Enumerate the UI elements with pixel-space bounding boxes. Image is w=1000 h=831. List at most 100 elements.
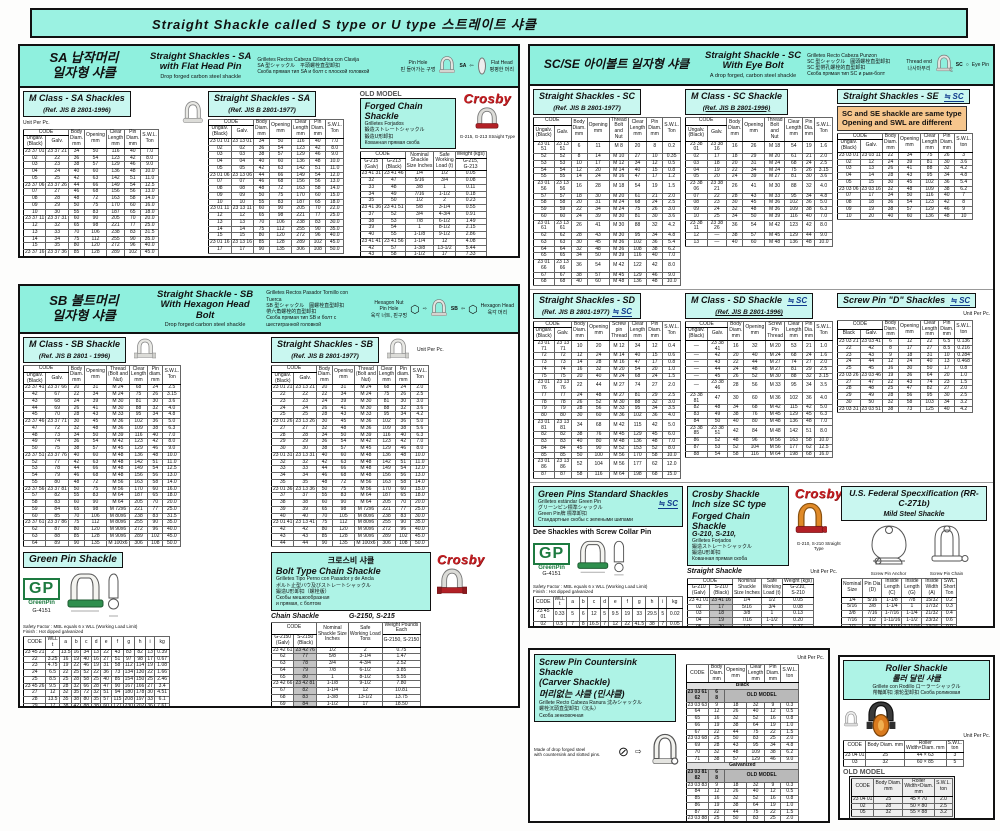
flat-head-pin-icon (477, 57, 486, 75)
shackle-icon (439, 56, 456, 73)
greenpin-model: G-4151 (542, 570, 561, 577)
page-title: Straight Shackle called S type or U type… (152, 16, 537, 32)
arrow-icon: ⇨ (422, 306, 427, 312)
sc-straight-block: Straight Shackles - SC (Ref. JIS B 2801-… (533, 89, 682, 287)
old-model-label: OLD MODEL (843, 768, 885, 776)
sb-greenpin-table: CODE WLL t a b c d e f g h i kg 23 45 21 2 13.5 16 34 13 22… (22, 636, 171, 706)
carver-shackle-drawing (652, 733, 678, 765)
orange-shackle-photo (795, 502, 827, 533)
countersunk-pin-icon: ⊘ (618, 743, 629, 759)
sd-label: Straight Shackles - SD (Ref. JIS B 2801-… (533, 293, 642, 319)
sc-straight-label: Straight Shackles - SC (Ref. JIS B 2801-… (533, 89, 642, 115)
sd-mclass-block: M Class - SD Shackle ≒ SC (Ref. JIS B 28… (685, 293, 834, 459)
sa-forged-box: Forged Chain Shackle Grilletes Forjados 鍛… (359, 98, 456, 149)
us-federal-label: U.S. Federal Specxification (RR-C-271b) … (841, 485, 987, 522)
section-carver: Screw Pin Countersink Shackle (Carver Sh… (528, 648, 830, 823)
carver-made-note: Made of drop forged steel with countersin… (534, 746, 601, 757)
carver-table: CODE Body Diam. mm Opening mm Clear Length mm Pin… (685, 663, 800, 821)
crosby-logo: Crosby (794, 485, 843, 501)
sc-straight-table: CODE Body Diam. mm Opening mm Thread Bolt and Nu… (533, 116, 682, 287)
sc-subtitle: Straight Shackle - SC With Eye Bolt A dro… (705, 50, 802, 79)
sb-left-column: M Class - SB Shackle (Ref. JIS B 2801 - … (22, 337, 267, 706)
sb-mclass-table: CODE Body Diam. mm Opening mm Thread (Bolt and N… (22, 364, 182, 548)
bolt-type-box: 크로스비 샤클 Bolt Type Chain Shackle Grillete… (271, 552, 431, 611)
sb-chain-table: CODE Nominal Shackle Size Inches Safe Working… (270, 621, 422, 706)
crosby-shackle-photo (476, 107, 499, 129)
shackle-icon (431, 299, 447, 316)
greenpin-logo: GP GreenPin G-4151 (23, 578, 61, 615)
chain-shackle-label: Chain Shackle (271, 612, 319, 620)
sc-header: SC/SE 아이볼트 일자형 샤클 Straight Shackle - SC W… (530, 46, 993, 86)
sb-header: SB 볼트머리 일자형 샤클 Straight Shackle - SB With … (20, 286, 518, 334)
eye-pin-icon: ○ (965, 62, 969, 68)
sc-pin-diagram: Thread end 나사마무리 SC ○ Eye Pin (906, 53, 989, 77)
screw-pin-d-block: Screw Pin "D" Shackles ≒ SC Unit Per Pc.… (837, 293, 990, 414)
crosby-logo: Crosby (437, 552, 485, 568)
sa-crosby-table: CODE Nominal Shackle Size Inches Safe Working… (359, 150, 487, 256)
se-block: Straight Shackles - SE ≒ SC SC and SE sh… (837, 89, 990, 221)
sa-title: SA 납작머리 일자형 샤클 (49, 50, 119, 80)
se-note: SC and SE shackle are same type Opening a… (837, 105, 967, 131)
greenpin-standard-table: CODE WLL t a b c d e f g h i kg 23 45 01 0.33 5 6 12 5 9.5 1… (533, 595, 683, 626)
screw-pin-d-table: CODE Body Diam. mm Opening mm Clear Length mm Pin… (837, 319, 974, 414)
se-table: CODE Body Diam. mm Opening mm Clear Length mm Pin… (837, 132, 974, 221)
crosby-g210-table: CODE Nominal Shackle Size Inches Safe Working… (686, 577, 815, 626)
roller-old-table: CODE Body Diam. mm Roller Width×Diam. mm S.W.L… (850, 777, 953, 817)
page-banner: Straight Shackle called S type or U type… (30, 8, 968, 38)
sb-gp-safety: Safety Factor : MBL equals 6 x WLL (Work… (23, 624, 138, 635)
sa-straight-label: Straight Shackles - SA (Ref. JIS B 2801-… (208, 91, 317, 117)
hexagon-head-icon: ⬡ (468, 303, 478, 316)
sa-mclass-label: M Class - SA Shackles (Ref. JIS B 2801-1… (23, 91, 131, 117)
dee-shackle-drawing (577, 540, 625, 575)
arrow-icon: ⇨ (634, 747, 642, 757)
sa-subtitle: Straight Shackles - SA with Flat Head Pin… (150, 51, 252, 80)
section-sb: SB 볼트머리 일자형 샤클 Straight Shackle - SB With … (18, 284, 520, 708)
screw-pin-anchor-drawing (870, 525, 907, 565)
sc-mclass-block: M Class - SC Shackle (Ref. JIS B 2801-19… (685, 89, 834, 247)
sb-mclass-label: M Class - SB Shackle (Ref. JIS B 2801 - … (23, 337, 127, 363)
sb-pin-diagram: Hexagon Nut Pin Hole 육각 너트, 핀구멍 ⬡ ⇨ SB ⇦ ⬡… (370, 299, 515, 319)
us-federal-block: U.S. Federal Specxification (RR-C-271b) … (840, 485, 990, 626)
section-sc-se: SC/SE 아이볼트 일자형 샤클 Straight Shackle - SC W… (528, 44, 995, 628)
sd-mclass-label: M Class - SD Shackle ≒ SC (Ref. JIS B 28… (685, 293, 814, 319)
arrow-icon: ⇦ (460, 306, 466, 312)
sa-languages: Grilletes Rectos Cabeza Cilindrica con C… (257, 56, 370, 76)
greenpin-standard-block: Green Pins Standard Shackles ≒ SC Grille… (533, 485, 683, 626)
roller-box: Roller Shackle 롤러 달린 샤클 Grillete con Rod… (843, 660, 990, 700)
sa-mclass-table: CODE Body Diam. mm Opening mm Clear Length mm Pin… (22, 128, 159, 256)
sa-straight-table: CODE Body Diam. mm Opening mm Clear Length mm Pin… (208, 118, 345, 254)
chain-model-label: G-2150, S-215 (348, 612, 395, 620)
sb-right-column: Straight Shackles - SB (Ref. JIS B 2801-… (270, 337, 515, 706)
sd-table: CODE Body Diam. mm Opening mm Screw pin Thread Cl… (532, 320, 682, 479)
sd-straight-block: Straight Shackles - SD (Ref. JIS B 2801-… (532, 293, 682, 479)
roller-shackle-photo (866, 700, 896, 737)
old-model-label: OLD MODEL (359, 91, 402, 98)
crosby-sc-block: Crosby Shackle Inch size SC type Forged … (686, 485, 842, 626)
screw-pin-chain-drawing (931, 525, 968, 563)
dee-shackles-label: Dee Shackles with Screw Collar Pin (533, 528, 652, 536)
greenpin-shackle-drawing (67, 573, 120, 617)
sa-header: SA 납작머리 일자형 샤클 Straight Shackles - SA with… (20, 46, 518, 88)
shackle-icon (935, 54, 953, 72)
sb-subtitle: Straight Shackle - SB With Hexagon Head B… (157, 288, 254, 329)
section-sa: SA 납작머리 일자형 샤클 Straight Shackles - SA with… (18, 44, 520, 258)
sa-pin-diagram: Pin Hole 핀 들어가는 구멍 SA ⇦ Flat Head 평평한 머리 (400, 55, 514, 77)
carver-right: Unit Per Pc. CODE Body Diam. mm Opening mm Cle… (685, 654, 824, 821)
sc-gp-safety: Safety Factor : MBL equals 6 x WLL (Work… (533, 583, 648, 594)
sc-title: SC/SE 아이볼트 일자형 샤클 (543, 57, 690, 72)
greenpin-logo: GP GreenPin G-4151 (533, 542, 571, 577)
sa-straight-block: Straight Shackles - SA (Ref. JIS B 2801-… (208, 91, 356, 254)
greenpin-model: G-4151 (32, 608, 51, 615)
screw-pin-d-label: Screw Pin "D" Shackles ≒ SC (837, 293, 977, 308)
shackle-photo (387, 338, 410, 359)
roller-table: CODE Body Diam. mm Roller Width×Diam. mm S.W… (842, 739, 965, 767)
sb-greenpin-label: Green Pin Shackle (23, 552, 123, 569)
carver-box: Screw Pin Countersink Shackle (Carver Sh… (534, 654, 676, 722)
crosby-logo: Crosby (463, 91, 512, 106)
sc-mclass-table: CODE Body Diam. mm Opening mm Thread Bolt and Nu… (685, 116, 834, 247)
sc-languages: Grilletes Recto Cabeza Punzon SC 型シャックル 圓… (807, 52, 891, 78)
greenpin-standard-box: Green Pins Standard Shackles ≒ SC Grille… (533, 485, 683, 527)
section-roller: Roller Shackle 롤러 달린 샤클 Grillete con Rod… (838, 655, 995, 820)
shackle-photo (183, 101, 204, 123)
sb-languages: Grilletes Rectos Pasador Tornillo con Tu… (266, 290, 349, 328)
